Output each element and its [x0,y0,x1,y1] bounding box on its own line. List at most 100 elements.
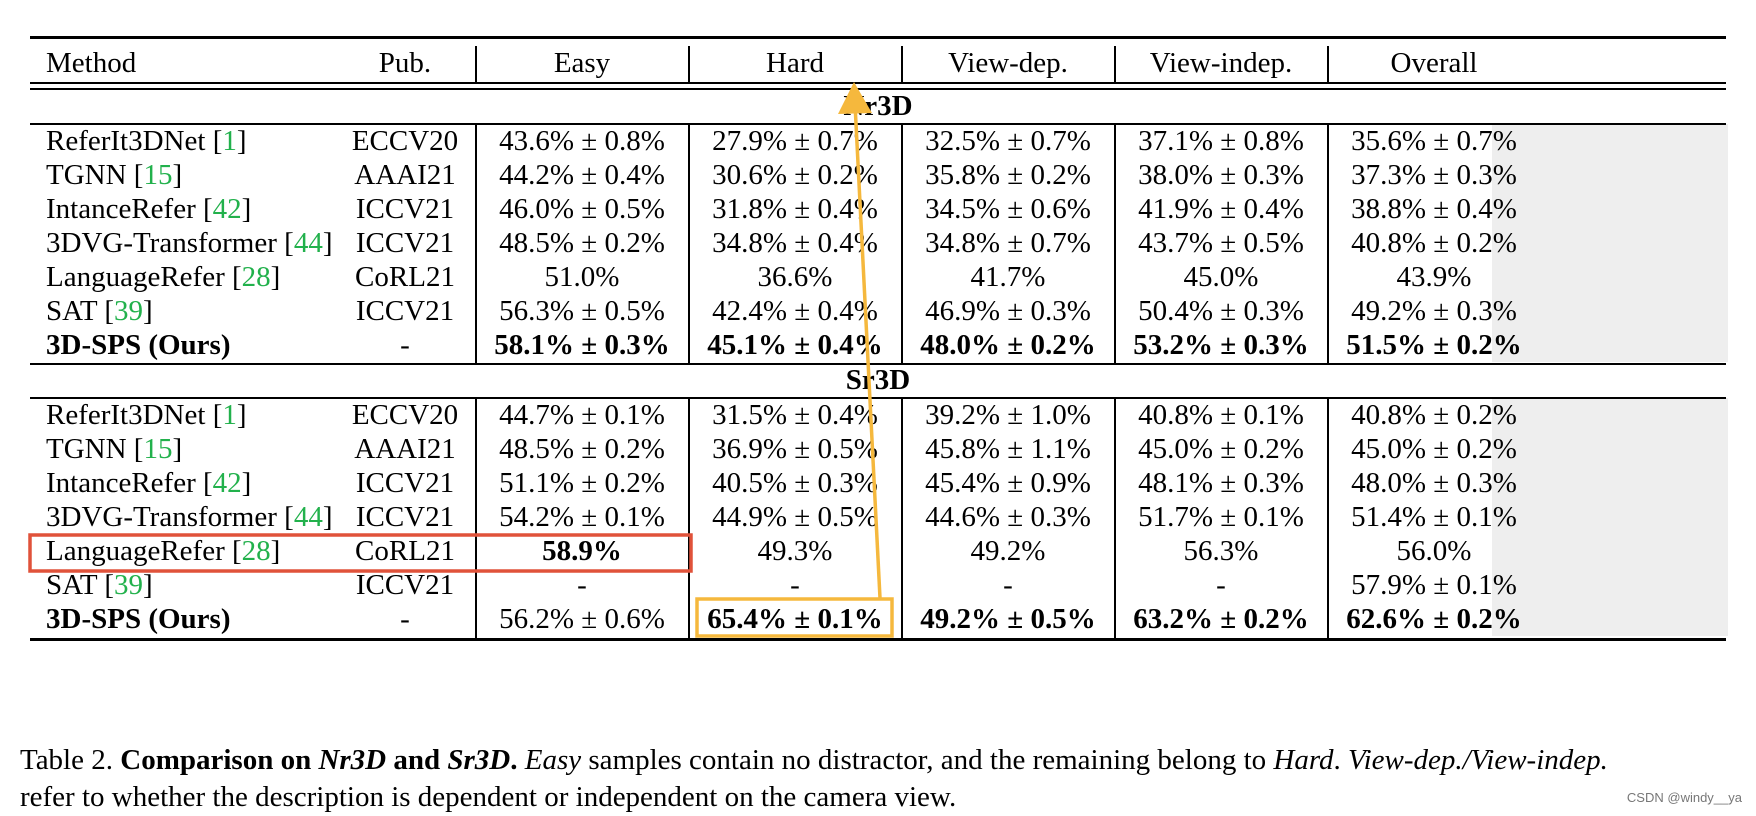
vline-nr3d-2 [688,124,690,363]
overall-cell: 40.8% ± 0.2% [1351,227,1517,259]
method-cell: 3D-SPS (Ours) [46,326,230,364]
vline-header-5 [1327,46,1329,82]
method-name: IntanceRefer [46,193,196,225]
hard-cell: 31.5% ± 0.4% [712,399,878,431]
header-rule-1 [30,82,1726,84]
caption-period-1: . [510,744,518,776]
hard-cell: 49.3% [757,535,833,567]
overall-cell: 43.9% [1396,261,1472,293]
easy-cell: 51.0% [544,261,620,293]
table-caption: Table 2. Comparison on Nr3D and Sr3D. Ea… [20,744,1608,813]
citation-link[interactable]: 42 [212,193,242,225]
view-indep-cell: 38.0% ± 0.3% [1138,159,1304,191]
section-title-sr3d: Sr3D [845,364,911,396]
method-name: 3D-SPS (Ours) [46,329,231,361]
pub-cell: ICCV21 [355,227,455,259]
hard-cell: 36.6% [757,261,833,293]
pub-cell: ECCV20 [351,399,459,431]
citation-link[interactable]: 39 [113,569,143,601]
easy-cell: 44.2% ± 0.4% [499,159,665,191]
citation-link[interactable]: 42 [212,467,242,499]
view-dep-cell: 46.9% ± 0.3% [925,295,1091,327]
method-name: SAT [46,569,98,601]
vline-nr3d-3 [901,124,903,363]
caption-sr3d: Sr3D [447,744,511,776]
method-cell: SAT [39] [46,569,153,601]
method-cell: LanguageRefer [28] [46,261,281,293]
view-dep-cell: 49.2% [970,535,1046,567]
method-cell: ReferIt3DNet [1] [46,125,247,157]
vline-nr3d-5 [1327,124,1329,363]
caption-views: View-dep./View-indep. [1348,744,1608,776]
hard-cell: 27.9% ± 0.7% [712,125,878,157]
method-cell: ReferIt3DNet [1] [46,399,247,431]
method-cell: LanguageRefer [28] [46,535,281,567]
vline-sr3d-5 [1327,398,1329,638]
citation-link[interactable]: 28 [241,535,271,567]
header-view-dep: View-dep. [948,47,1068,79]
method-name: SAT [46,295,98,327]
vline-header-2 [688,46,690,82]
method-name: TGNN [46,433,127,465]
hard-cell: 44.9% ± 0.5% [712,501,878,533]
header-method: Method [46,47,137,79]
citation-link[interactable]: 44 [293,227,323,259]
view-dep-cell: 32.5% ± 0.7% [925,125,1091,157]
hard-cell: 36.9% ± 0.5% [712,433,878,465]
header-hard: Hard [766,47,824,79]
method-name: 3D-SPS (Ours) [46,603,231,635]
caption-nr3d: Nr3D [318,744,387,776]
pub-cell: CoRL21 [355,535,455,567]
overall-cell: 45.0% ± 0.2% [1351,433,1517,465]
header-view-indep: View-indep. [1149,47,1293,79]
citation-link[interactable]: 1 [222,125,237,157]
method-name: TGNN [46,159,127,191]
watermark: CSDN @windy__ya [1626,790,1742,805]
citation-link[interactable]: 28 [241,261,271,293]
citation-link[interactable]: 1 [222,399,237,431]
overall-shade-sr3d [1492,398,1728,636]
overall-cell: 40.8% ± 0.2% [1351,399,1517,431]
view-dep-cell: 45.8% ± 1.1% [925,433,1091,465]
citation-link[interactable]: 15 [143,159,173,191]
method-name: IntanceRefer [46,467,196,499]
method-name: LanguageRefer [46,261,225,293]
header-overall: Overall [1390,47,1478,79]
hard-cell: 31.8% ± 0.4% [712,193,878,225]
easy-cell: - [577,569,587,601]
view-indep-cell: 50.4% ± 0.3% [1138,295,1304,327]
citation-link[interactable]: 39 [113,295,143,327]
easy-cell: 58.9% [542,535,622,567]
method-cell: 3DVG-Transformer [44] [46,227,333,259]
bottom-rule [30,638,1726,641]
view-dep-cell: 41.7% [970,261,1046,293]
view-dep-cell: 48.0% ± 0.2% [920,329,1096,361]
header-pub: Pub. [378,47,432,79]
view-dep-cell: 45.4% ± 0.9% [925,467,1091,499]
pub-cell: AAAI21 [354,433,456,465]
citation-link[interactable]: 44 [293,501,323,533]
pub-cell: ICCV21 [355,467,455,499]
easy-cell: 58.1% ± 0.3% [494,329,670,361]
caption-hard: Hard [1273,744,1334,776]
vline-nr3d-4 [1114,124,1116,363]
header-easy: Easy [553,47,611,79]
vline-sr3d-3 [901,398,903,638]
view-dep-cell: 44.6% ± 0.3% [925,501,1091,533]
pub-cell: ICCV21 [355,569,455,601]
easy-cell: 51.1% ± 0.2% [499,467,665,499]
hard-cell: 34.8% ± 0.4% [712,227,878,259]
view-indep-cell: - [1216,569,1226,601]
method-name: 3DVG-Transformer [46,501,277,533]
easy-cell: 54.2% ± 0.1% [499,501,665,533]
view-indep-cell: 56.3% [1183,535,1259,567]
hard-cell: 40.5% ± 0.3% [712,467,878,499]
overall-cell: 51.5% ± 0.2% [1346,329,1522,361]
overall-cell: 57.9% ± 0.1% [1351,569,1517,601]
citation-link[interactable]: 15 [143,433,173,465]
hard-cell: 30.6% ± 0.2% [712,159,878,191]
pub-cell: ICCV21 [355,501,455,533]
caption-line2: refer to whether the description is depe… [20,781,957,813]
overall-cell: 35.6% ± 0.7% [1351,125,1517,157]
